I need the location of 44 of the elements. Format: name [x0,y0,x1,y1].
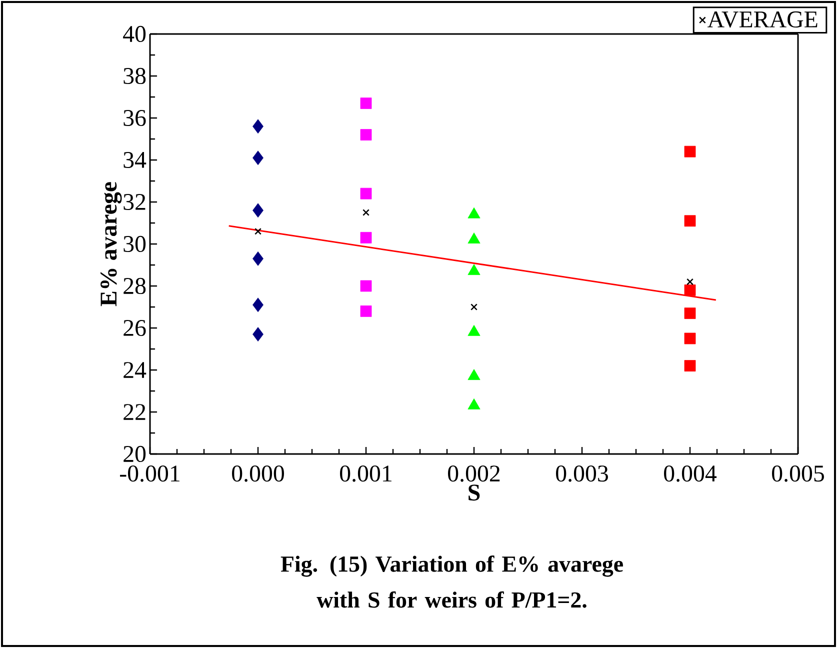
x-tick-label: 0.005 [772,466,824,482]
point [360,305,372,317]
y-tick-label: 20 [124,446,146,462]
point [684,360,696,372]
legend-label: AVERAGE [708,11,818,28]
x-tick-label: 0.002 [448,466,500,482]
x-tick-label: 0.003 [556,466,608,482]
x-tick-label: 0.001 [340,466,392,482]
y-axis-title: E% avarege [100,182,122,306]
point [252,150,264,166]
x-axis-title: S [468,484,480,501]
point [686,278,694,286]
y-tick-label: 26 [124,320,146,336]
y-tick-label: 34 [124,152,146,168]
point [252,298,264,312]
point [684,284,696,296]
point [252,203,264,218]
point [254,228,262,235]
y-tick-label: 32 [124,194,146,210]
point [360,280,372,292]
point [684,146,696,158]
point [252,251,264,266]
x-tick-label: 0.000 [232,466,284,482]
y-tick-label: 24 [124,362,146,378]
text: Fig. (15) Variation of E% avarege with S for weirs of P/P1=2. [280,556,623,608]
point [362,209,370,216]
x-tick-label: -0.001 [120,466,180,482]
x-tick-label: 0.004 [664,466,717,482]
y-tick-label: 28 [124,278,146,294]
point [684,332,696,344]
point [360,98,372,109]
y-tick-label: 38 [124,68,146,84]
y-tick-label: 40 [123,26,146,42]
y-tick-label: 30 [124,236,146,252]
point [252,119,264,134]
y-tick-label: 36 [124,110,146,126]
y-tick-label: 22 [124,404,146,420]
point [684,215,696,227]
point [252,327,264,342]
point [470,304,478,310]
point [360,232,372,244]
point [360,129,372,140]
point [360,188,372,200]
point [684,308,696,319]
